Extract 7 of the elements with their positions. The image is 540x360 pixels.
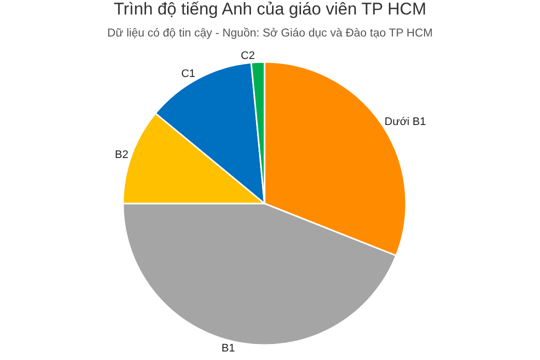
slice-label: B2 [114, 148, 128, 161]
slice-label: Dưới B1 [384, 116, 426, 128]
slice-label: C1 [181, 68, 196, 80]
slice-label: B1 [222, 342, 235, 354]
chart-subtitle: Dữ liệu có độ tin cậy - Nguồn: Sở Giáo dục và Đào tạo TP HCM [107, 28, 433, 40]
chart-title: Trình độ tiếng Anh của giáo viên TP HCM [114, 0, 426, 18]
slice-label: C2 [240, 50, 255, 62]
